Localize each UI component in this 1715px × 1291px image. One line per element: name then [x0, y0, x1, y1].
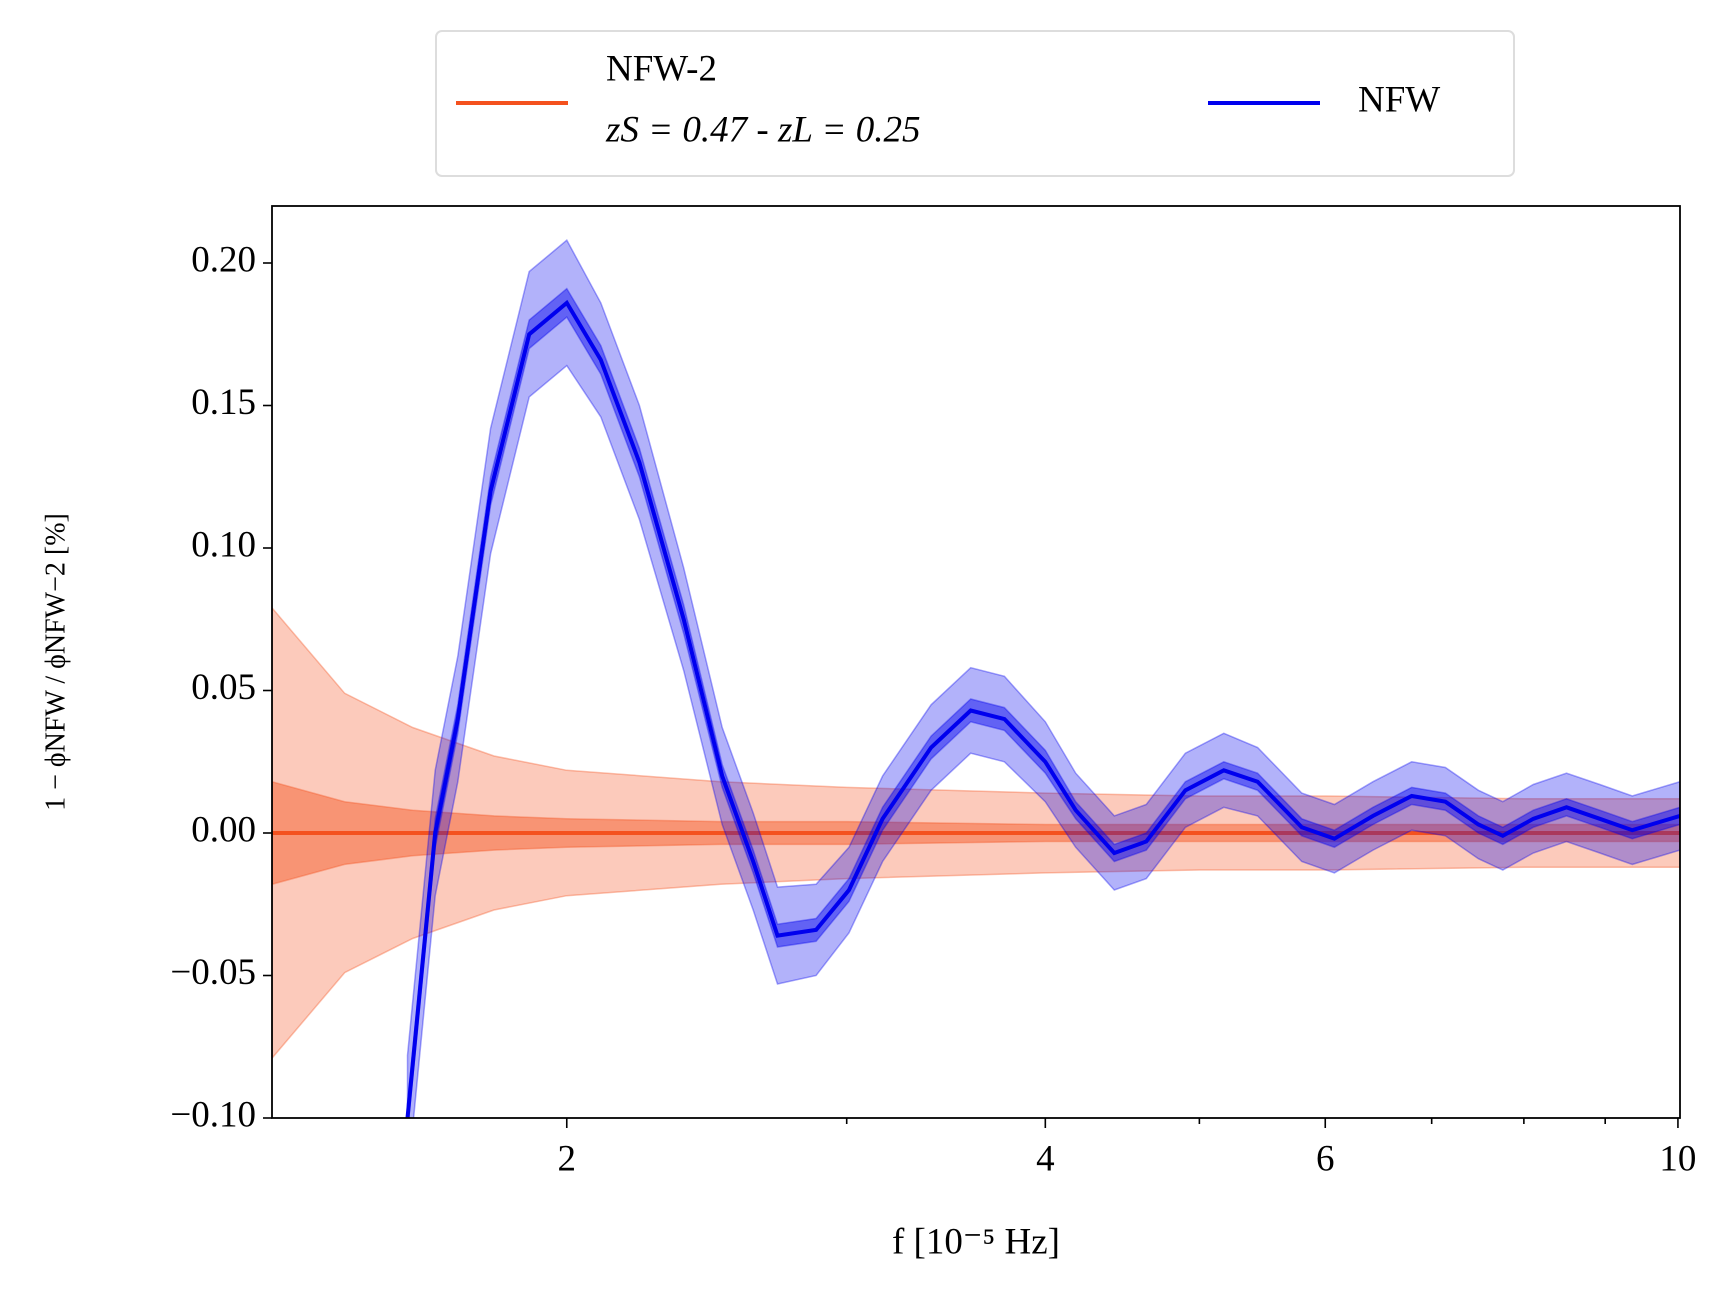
band — [406, 239, 1680, 1118]
y-tick-label: 0.00 — [191, 809, 256, 850]
legend-note: zS = 0.47 - zL = 0.25 — [605, 109, 920, 150]
x-tick-label: 4 — [1036, 1138, 1055, 1179]
axes-frame — [271, 205, 1681, 1119]
x-tick-label: 10 — [1659, 1138, 1696, 1179]
y-tick-label: 0.05 — [191, 667, 256, 708]
legend-label: NFW — [1358, 79, 1440, 120]
legend-label: NFW-2 — [606, 48, 717, 89]
line — [405, 299, 1680, 1118]
x-tick-label: 2 — [558, 1138, 577, 1179]
y-tick-label: −0.05 — [170, 952, 256, 993]
y-tick-label: 0.20 — [191, 239, 256, 280]
y-tick-label: 0.15 — [191, 382, 256, 423]
y-tick-label: 0.10 — [191, 524, 256, 565]
x-tick-label: 6 — [1316, 1138, 1335, 1179]
x-axis-label: f [10⁻⁵ Hz] — [892, 1221, 1060, 1262]
y-tick-label: −0.10 — [170, 1094, 256, 1135]
plot-area — [272, 239, 1680, 1118]
legend-box — [435, 30, 1515, 177]
band — [406, 287, 1680, 1118]
y-axis-label: 1 − ϕNFW / ϕNFW−2 [%] — [40, 513, 71, 811]
